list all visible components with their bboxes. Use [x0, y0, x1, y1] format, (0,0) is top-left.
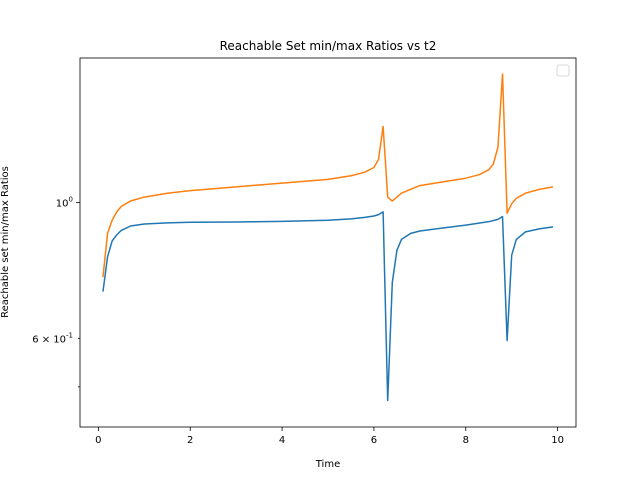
plot-area-frame: [79, 57, 577, 428]
y-axis-label: Reachable set min/max Ratios: [0, 166, 11, 318]
legend-box: [556, 64, 570, 77]
x-tick-label: 8: [463, 435, 469, 446]
x-tick-label: 6: [371, 435, 377, 446]
y-tick-label: 6 × 10-1: [32, 331, 73, 345]
series-layer: [102, 73, 554, 402]
x-tick-label: 0: [95, 435, 101, 446]
series-line-1: [102, 211, 554, 402]
x-tick-label: 2: [187, 435, 193, 446]
series-line-2: [102, 73, 554, 278]
x-tick-label: 4: [279, 435, 285, 446]
chart-title: Reachable Set min/max Ratios vs t2: [220, 39, 437, 53]
x-tick-label: 10: [551, 435, 564, 446]
x-axis-label: Time: [315, 459, 340, 470]
